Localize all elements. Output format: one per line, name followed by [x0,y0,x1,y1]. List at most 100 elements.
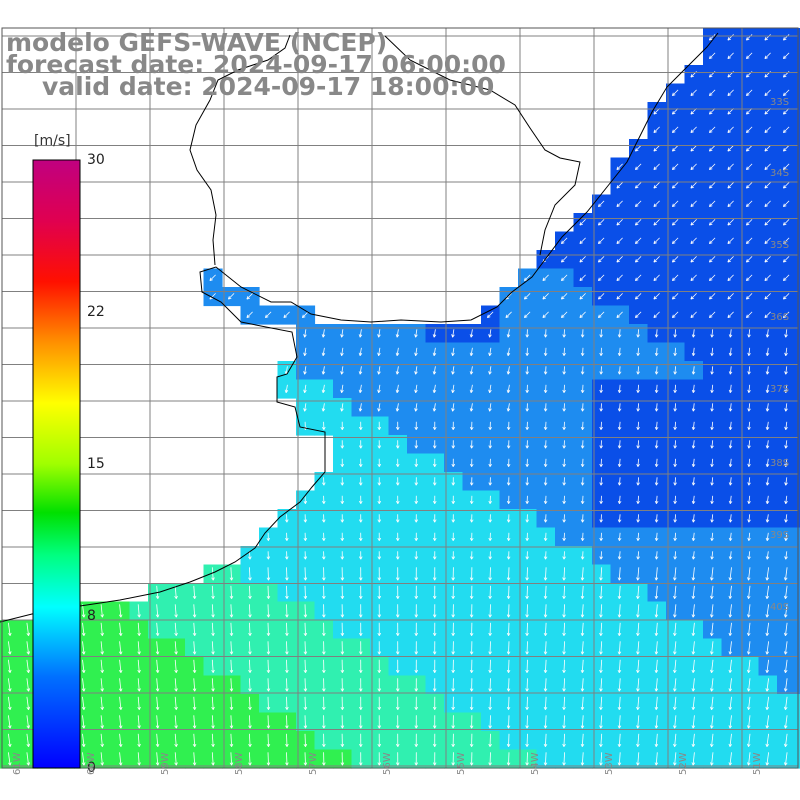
wind-arrow [727,200,734,207]
wind-arrow [691,477,696,486]
wind-arrow [506,622,511,636]
wind-arrow [710,678,714,692]
wind-arrow [617,733,622,747]
field-cell [573,268,593,288]
wind-arrow [303,366,307,375]
field-cell [610,231,630,251]
wind-arrow [451,715,455,729]
wind-arrow [579,293,586,300]
wind-arrow [488,440,492,449]
wind-arrow [469,567,474,581]
wind-arrow [488,532,492,541]
wind-arrow [598,237,605,244]
wind-arrow [525,347,529,356]
wind-arrow [543,551,548,560]
wind-arrow [636,440,640,449]
wind-arrow [488,641,492,655]
wind-arrow [562,604,566,618]
wind-arrow [322,659,326,673]
wind-arrow [285,567,289,581]
wind-arrow [26,622,31,636]
wind-arrow [580,458,585,467]
wind-arrow [451,752,455,766]
wind-arrow [192,585,197,599]
wind-arrow [451,366,455,375]
field-cell [666,102,686,122]
wind-arrow [543,752,548,766]
wind-arrow [561,237,568,244]
field-cell [647,305,667,325]
field-cell [647,194,667,214]
field-cell [684,65,704,85]
wind-arrow [691,495,696,504]
wind-arrow [285,532,289,541]
lon-label: 56W [382,752,393,775]
field-cell [721,213,741,233]
wind-arrow [783,237,790,244]
wind-arrow [340,696,345,710]
wind-arrow [691,733,696,747]
wind-arrow [672,256,679,263]
wind-arrow [303,585,308,599]
wind-arrow [395,696,400,710]
wind-arrow [451,551,456,560]
wind-arrow [562,678,566,692]
wind-arrow [395,532,400,541]
wind-arrow [710,366,714,375]
wind-arrow [690,89,697,96]
wind-arrows [8,34,790,766]
wind-arrow [229,696,234,710]
wind-arrow [561,256,568,263]
wind-arrow [728,329,733,338]
wind-arrow [266,715,271,729]
wind-arrow [285,551,289,560]
wind-arrow [322,622,326,636]
wind-arrow [710,477,714,486]
field-cell [666,120,686,140]
wind-arrow [746,34,753,41]
wind-arrow [451,495,456,504]
wind-arrow [285,696,289,710]
wind-arrow [672,311,679,318]
field-cell [721,231,741,251]
field-cell [629,305,649,325]
wind-arrow [672,293,679,300]
wind-arrow [598,200,605,207]
wind-arrow [192,641,197,655]
wind-arrow [764,237,771,244]
field-cell [629,157,649,177]
field-cell [758,213,778,233]
wind-arrow [728,678,733,692]
wind-arrow [636,585,640,599]
wind-arrow [635,182,642,189]
wind-arrow [81,641,86,655]
wind-arrow [525,329,529,338]
wind-arrow [617,366,622,375]
wind-arrow [562,458,566,467]
wind-arrow [784,403,788,412]
wind-arrow [285,622,289,636]
wind-arrow [525,366,529,375]
wind-arrow [505,311,512,318]
wind-arrow [709,219,716,226]
wind-arrow [174,733,178,747]
wind-arrow [562,532,566,541]
wind-arrow [81,604,86,618]
wind-arrow [118,622,123,636]
wind-arrow [451,440,456,449]
wind-arrow [561,311,568,318]
wind-arrow [414,403,418,412]
wind-arrow [506,329,511,338]
wind-arrow [580,604,585,618]
wind-arrow [636,696,640,710]
wind-arrow [673,421,677,430]
wind-arrow [303,659,308,673]
wind-arrow [764,293,771,300]
wind-arrow [100,678,104,692]
wind-arrow [340,403,344,412]
field-cell [740,305,760,325]
wind-arrow [469,514,474,523]
wind-arrow [783,145,790,152]
wind-arrow [469,440,474,449]
